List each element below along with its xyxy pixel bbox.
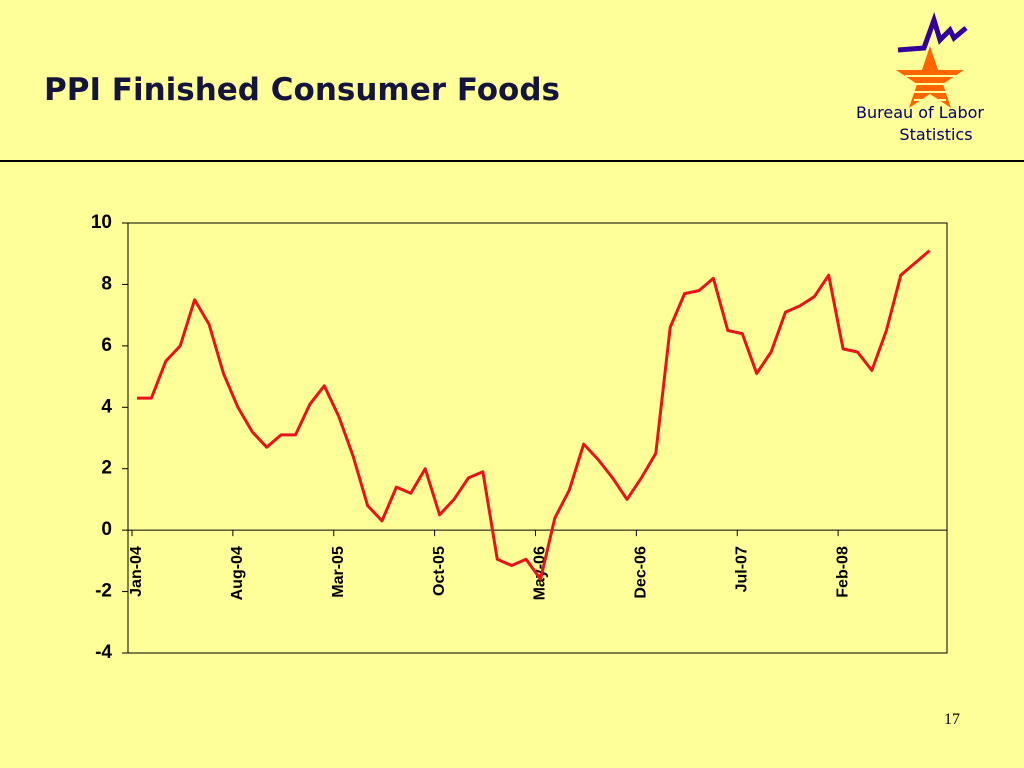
y-tick-label: 8: [101, 273, 112, 294]
x-tick-label: Dec-06: [633, 546, 650, 599]
y-tick-label: 10: [91, 212, 112, 233]
y-tick-label: 0: [101, 519, 112, 540]
y-tick-label: -2: [95, 581, 112, 602]
x-tick-label: Jul-07: [733, 546, 750, 592]
x-tick-label: Mar-05: [330, 546, 347, 598]
y-tick-label: 6: [101, 335, 112, 356]
org-name: Bureau of Labor: [856, 103, 984, 122]
org-name: Statistics: [899, 125, 972, 144]
x-tick-label: Aug-04: [229, 546, 246, 600]
x-tick-label: Feb-08: [834, 546, 851, 598]
data-line: [137, 249, 931, 581]
y-tick-label: -4: [95, 642, 112, 663]
y-tick-label: 2: [101, 458, 112, 479]
y-tick-label: 4: [101, 396, 112, 417]
slide-title: PPI Finished Consumer Foods: [44, 72, 560, 108]
plot-frame: [127, 222, 948, 654]
x-tick-label: Oct-05: [431, 546, 448, 596]
x-tick-label: Jan-04: [128, 546, 145, 597]
page-number: 17: [944, 711, 960, 728]
bls-logo: [896, 11, 968, 108]
